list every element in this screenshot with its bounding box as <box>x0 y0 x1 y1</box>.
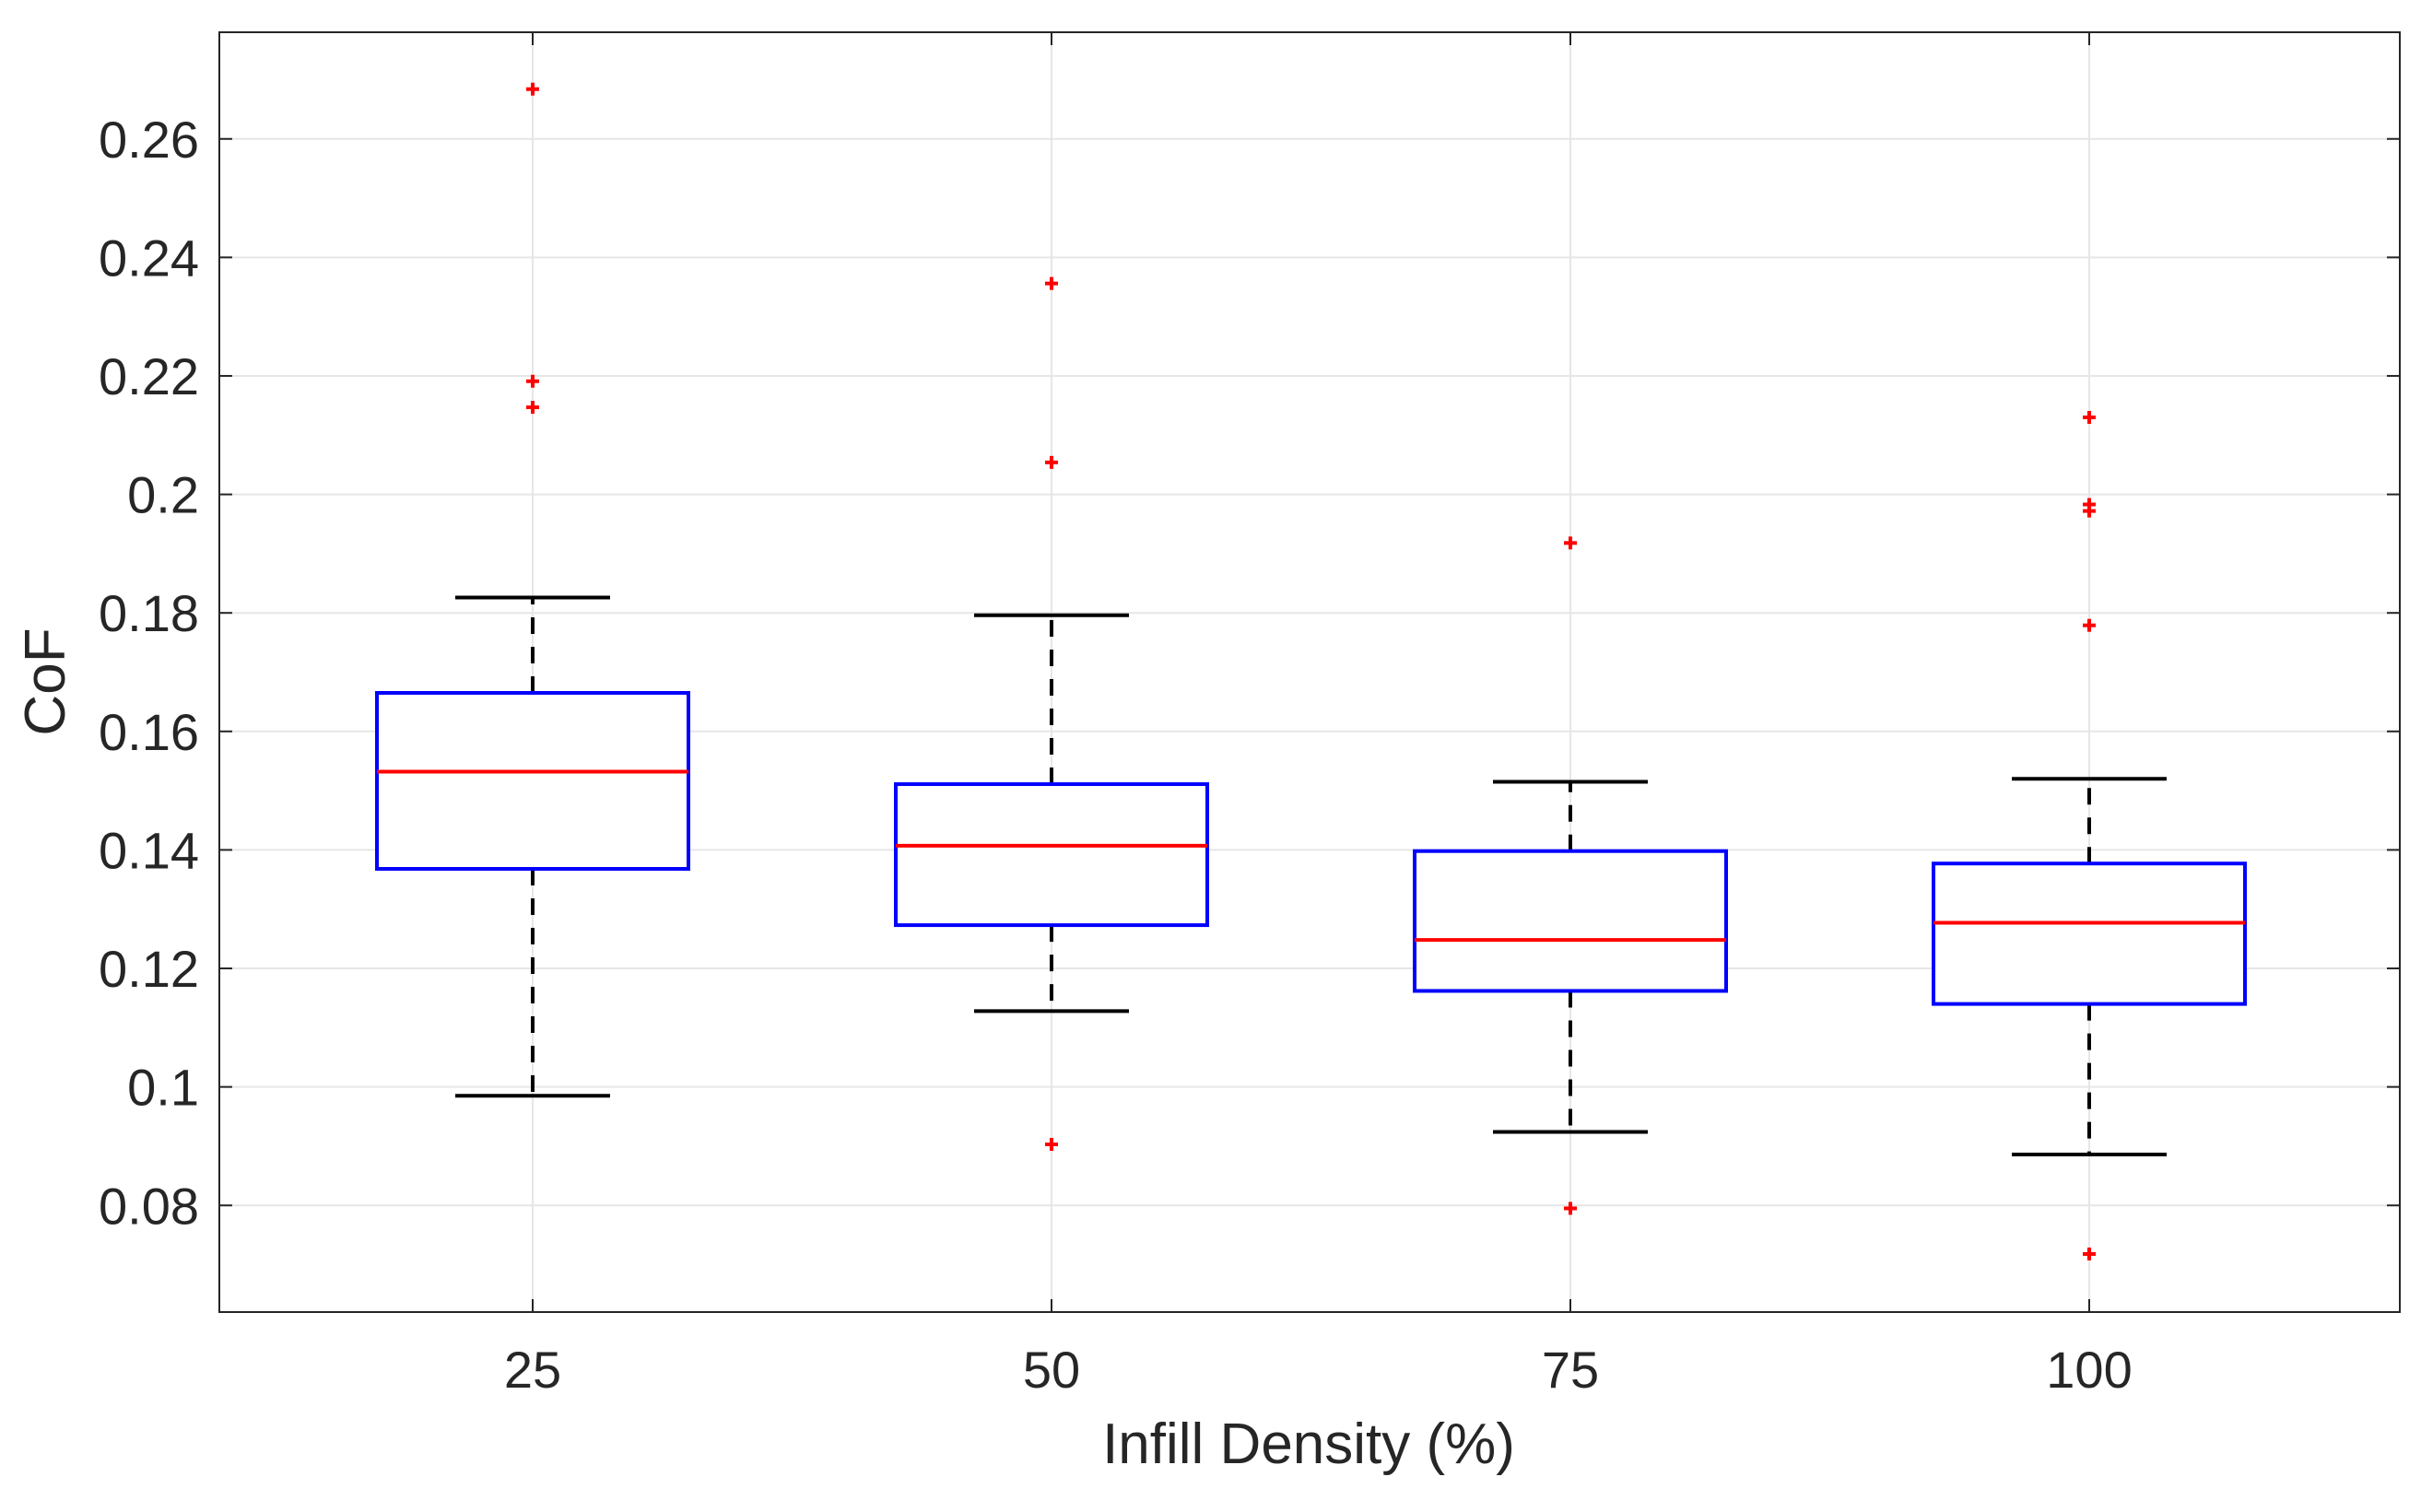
outlier-marker <box>526 82 539 96</box>
iqr-box <box>1413 849 1728 993</box>
y-tick-label: 0.18 <box>99 584 199 642</box>
y-tick-label: 0.24 <box>99 229 199 287</box>
y-tick-label: 0.22 <box>99 347 199 405</box>
plot-area-frame <box>218 31 2401 1313</box>
grid-lines <box>219 32 2400 1312</box>
x-axis-label: Infill Density (%) <box>1102 1412 1515 1476</box>
outlier-marker <box>1045 455 1058 469</box>
y-tick-label: 0.2 <box>127 466 199 524</box>
outlier-marker <box>526 401 539 415</box>
box-group-100 <box>1932 410 2247 1260</box>
x-tick-label: 100 <box>2046 1341 2132 1399</box>
y-tick-label: 0.08 <box>99 1177 199 1235</box>
outlier-marker <box>1045 1138 1058 1152</box>
y-tick-label: 0.12 <box>99 940 199 998</box>
box-group-50 <box>894 276 1209 1152</box>
box-group-75 <box>1413 536 1728 1215</box>
outlier-marker <box>1564 1201 1577 1215</box>
outlier-marker <box>2083 498 2096 511</box>
iqr-box <box>894 782 1209 928</box>
x-tick-label: 25 <box>504 1341 561 1399</box>
box-group-25 <box>375 82 690 1098</box>
outlier-marker <box>2083 410 2096 424</box>
outlier-marker <box>1564 536 1577 550</box>
axis-ticks: 0.08 0.1 0.12 0.14 0.16 0.18 0.2 0.22 0.24 0.26 25… <box>99 32 2400 1399</box>
outlier-marker <box>1045 276 1058 290</box>
x-tick-label: 75 <box>1542 1341 1599 1399</box>
x-tick-label: 50 <box>1023 1341 1080 1399</box>
iqr-box <box>1932 861 2247 1006</box>
outlier-marker <box>2083 618 2096 632</box>
y-tick-label: 0.1 <box>127 1059 199 1117</box>
outlier-marker <box>2083 1247 2096 1260</box>
y-tick-label: 0.26 <box>99 111 199 169</box>
y-tick-label: 0.16 <box>99 703 199 761</box>
y-tick-label: 0.14 <box>99 821 199 879</box>
y-axis-label: CoF <box>14 627 77 735</box>
outlier-marker <box>526 374 539 388</box>
plot-marks <box>375 82 2247 1260</box>
iqr-box <box>375 691 690 871</box>
